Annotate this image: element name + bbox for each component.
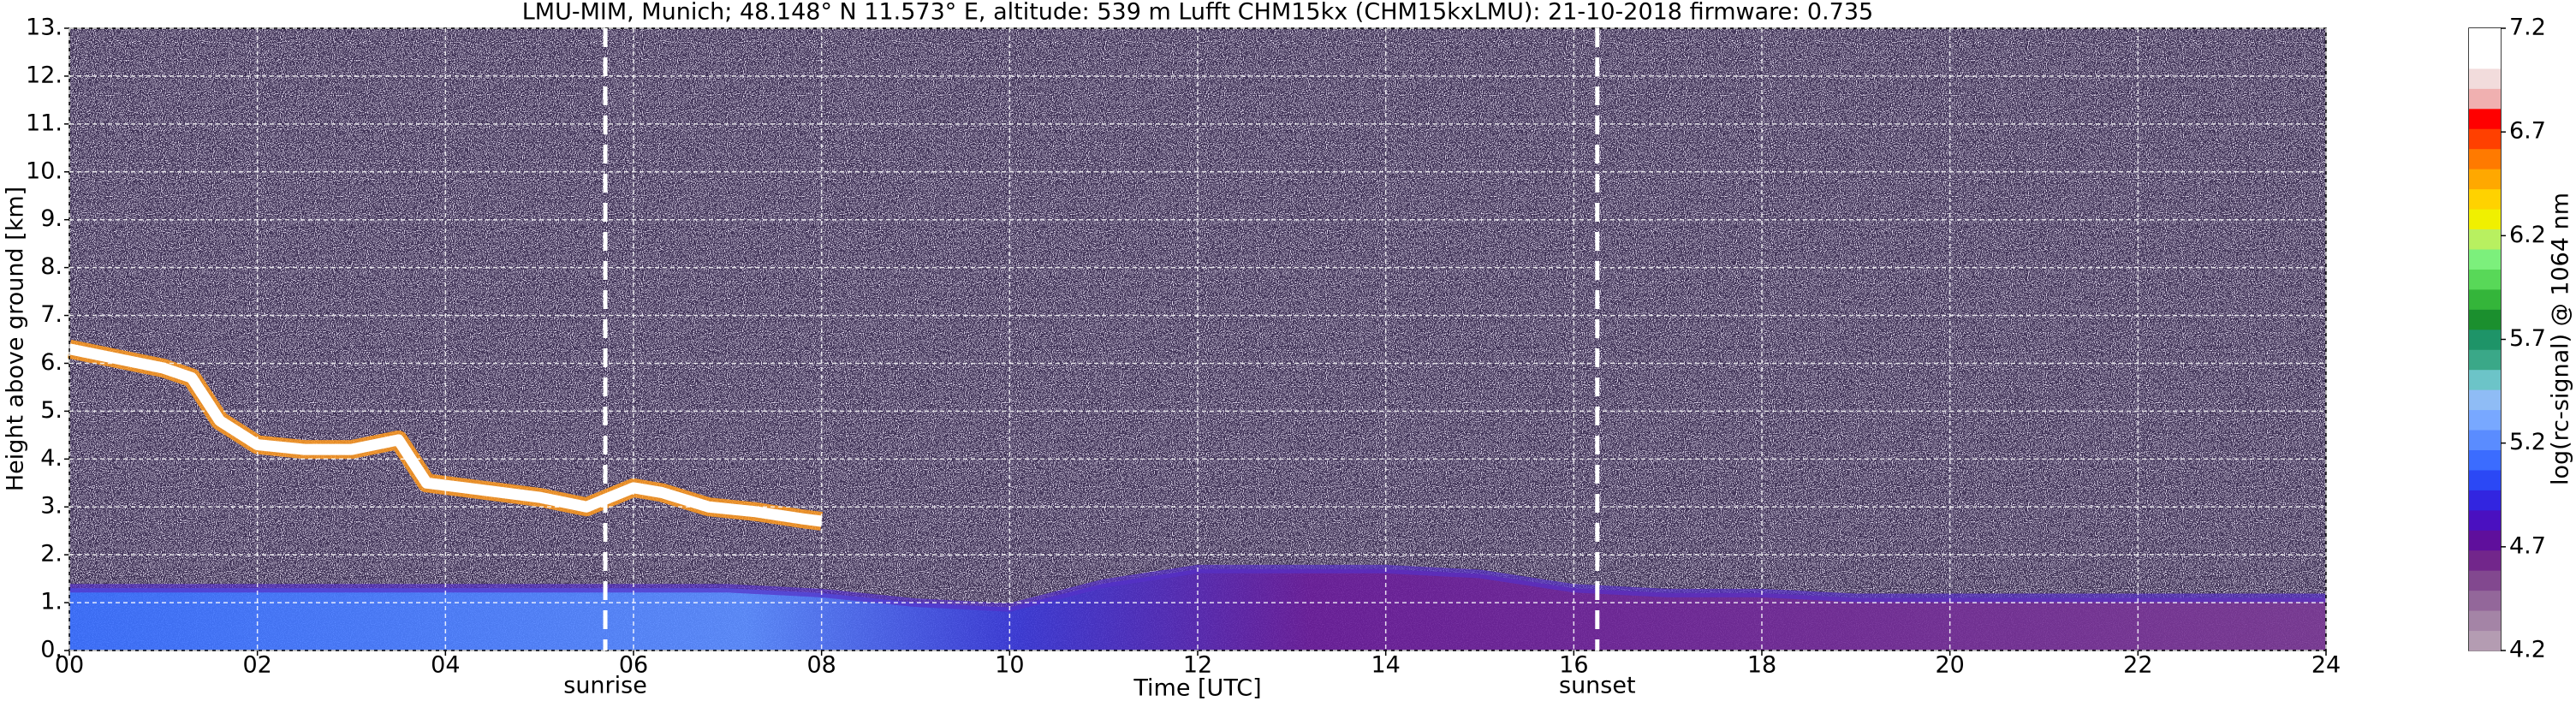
x-tick-label: 06 <box>619 652 648 679</box>
colorbar-segment <box>2469 188 2501 210</box>
y-tick-label: 12. <box>26 62 62 88</box>
colorbar-segment <box>2469 469 2501 490</box>
colorbar-segment <box>2469 309 2501 330</box>
colorbar-segment <box>2469 209 2501 230</box>
colorbar-segment <box>2469 48 2501 69</box>
colorbar-segment <box>2469 288 2501 310</box>
colorbar-segment <box>2469 248 2501 270</box>
colorbar-tick-label: 5.7 <box>2509 325 2546 352</box>
x-tick-label: 12 <box>1183 652 1212 679</box>
colorbar-segment <box>2469 590 2501 611</box>
colorbar-segment <box>2469 128 2501 150</box>
colorbar-segment <box>2469 409 2501 431</box>
colorbar-segment <box>2469 630 2501 651</box>
colorbar-segment <box>2469 530 2501 551</box>
y-tick-label: 4. <box>40 445 62 472</box>
colorbar-segment <box>2469 148 2501 169</box>
annotation-label: sunrise <box>563 673 647 699</box>
colorbar-segment <box>2469 490 2501 511</box>
x-tick-label: 16 <box>1559 652 1588 679</box>
colorbar-segment <box>2469 329 2501 350</box>
x-tick-label: 10 <box>995 652 1024 679</box>
x-tick-label: 20 <box>1935 652 1964 679</box>
colorbar-tick-label: 6.7 <box>2509 118 2546 145</box>
chart-title: LMU-MIM, Munich; 48.148° N 11.573° E, al… <box>522 0 1873 26</box>
y-tick-label: 13. <box>26 15 62 41</box>
colorbar-segment <box>2469 509 2501 531</box>
colorbar-segment <box>2469 68 2501 89</box>
colorbar-segment <box>2469 229 2501 250</box>
y-axis-label: Height above ground [km] <box>3 187 29 491</box>
colorbar-tick-label: 7.2 <box>2509 15 2546 41</box>
x-tick-label: 14 <box>1371 652 1400 679</box>
colorbar-segment <box>2469 430 2501 450</box>
colorbar-segment <box>2469 369 2501 390</box>
y-tick-label: 2. <box>40 541 62 567</box>
x-tick-label: 00 <box>55 652 84 679</box>
colorbar-tick-label: 6.2 <box>2509 222 2546 248</box>
y-tick-label: 0. <box>40 637 62 663</box>
colorbar-tick-label: 5.2 <box>2509 429 2546 455</box>
colorbar-label: log(rc-signal) @ 1064 nm <box>2548 193 2574 485</box>
x-tick-label: 08 <box>806 652 836 679</box>
colorbar-segment <box>2469 610 2501 632</box>
colorbar-segment <box>2469 389 2501 411</box>
colorbar-segment <box>2469 269 2501 290</box>
y-tick-label: 6. <box>40 349 62 376</box>
colorbar-segment <box>2469 570 2501 591</box>
x-tick-label: 22 <box>2123 652 2152 679</box>
y-tick-label: 9. <box>40 205 62 232</box>
colorbar-segment <box>2469 28 2501 49</box>
y-tick-label: 11. <box>26 110 62 136</box>
x-tick-label: 02 <box>242 652 271 679</box>
y-tick-label: 7. <box>40 301 62 328</box>
y-tick-label: 5. <box>40 397 62 424</box>
colorbar-segment <box>2469 169 2501 190</box>
x-tick-label: 24 <box>2311 652 2341 679</box>
colorbar-segment <box>2469 449 2501 471</box>
x-axis-label: Time [UTC] <box>1133 675 1261 702</box>
x-tick-label: 04 <box>431 652 460 679</box>
colorbar-tick-label: 4.2 <box>2509 637 2546 663</box>
colorbar-segment <box>2469 550 2501 571</box>
colorbar-segment <box>2469 108 2501 129</box>
y-tick-label: 10. <box>26 157 62 184</box>
y-tick-label: 1. <box>40 589 62 615</box>
colorbar-tick-label: 4.7 <box>2509 532 2546 559</box>
annotation-label: sunset <box>1559 673 1636 699</box>
y-tick-label: 3. <box>40 493 62 520</box>
colorbar-segment <box>2469 349 2501 371</box>
y-tick-label: 8. <box>40 253 62 280</box>
x-tick-label: 18 <box>1747 652 1776 679</box>
colorbar-segment <box>2469 88 2501 110</box>
